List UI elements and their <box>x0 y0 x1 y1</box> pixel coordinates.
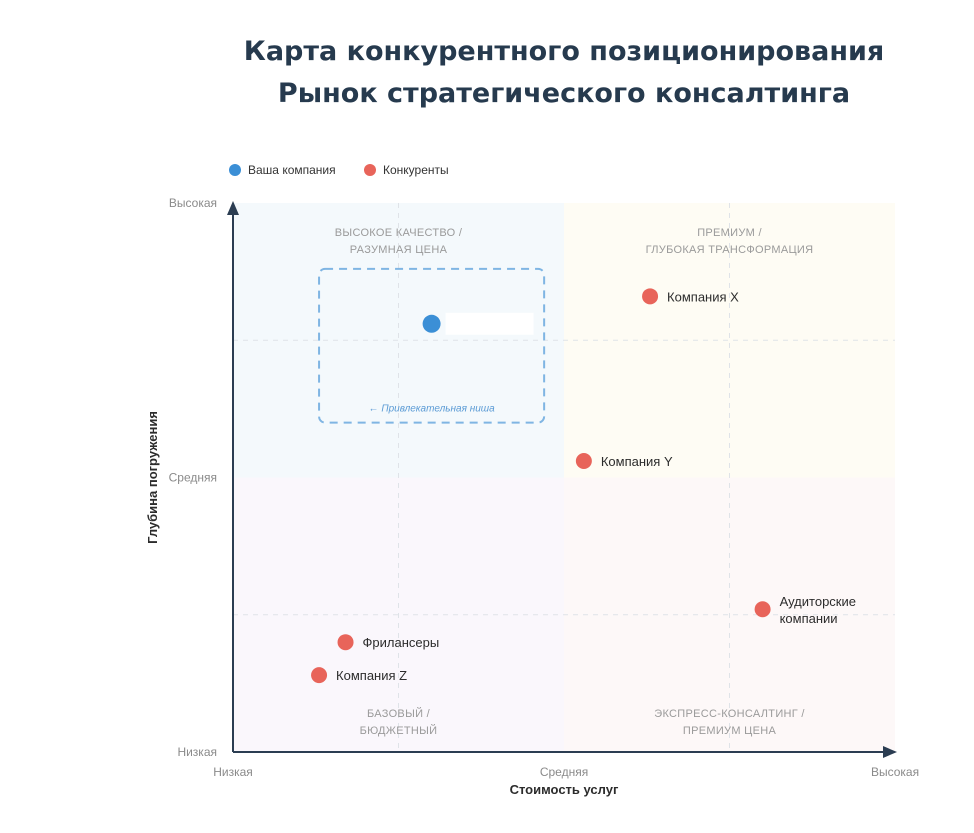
point-label: Компания Y <box>601 454 673 469</box>
legend: Ваша компания Конкуренты <box>229 163 449 177</box>
x-tick-label: Низкая <box>213 765 253 779</box>
competitor-point <box>575 453 592 470</box>
quadrant-backgrounds <box>233 203 895 752</box>
legend-label: Ваша компания <box>248 163 336 177</box>
y-tick-label: Высокая <box>169 196 217 210</box>
chart-title: Карта конкурентного позиционирования Рыно… <box>244 36 885 109</box>
point-label: компании <box>780 611 838 626</box>
niche-box <box>318 267 546 424</box>
y-tick-label: Средняя <box>169 471 217 485</box>
own-company-label-box <box>445 312 534 335</box>
x-tick-label: Высокая <box>871 765 919 779</box>
attractive-niche: ← Привлекательная ниша <box>318 267 546 424</box>
legend-marker <box>364 164 376 176</box>
competitor-point <box>337 634 354 651</box>
tick-labels: Низкая Средняя Высокая Низкая Средняя Высокая… <box>145 196 919 797</box>
x-tick-label: Средняя <box>540 765 588 779</box>
competitor-point <box>311 667 328 684</box>
quadrant-label-top-right: ГЛУБОКАЯ ТРАНСФОРМАЦИЯ <box>646 244 814 256</box>
competitor-point <box>754 601 771 618</box>
niche-label: ← Привлекательная ниша <box>369 404 496 415</box>
y-axis-arrow <box>227 201 239 215</box>
axes <box>227 201 897 758</box>
quadrant-top-right <box>564 203 895 478</box>
quadrant-label-bottom-right: ЭКСПРЕСС-КОНСАЛТИНГ / <box>654 708 805 720</box>
x-axis-title: Стоимость услуг <box>510 782 619 797</box>
chart-title-line: Карта конкурентного позиционирования <box>244 36 885 67</box>
x-axis-arrow <box>883 746 897 758</box>
y-tick-label: Низкая <box>177 745 217 759</box>
quadrant-labels: ВЫСОКОЕ КАЧЕСТВО / РАЗУМНАЯ ЦЕНА ПРЕМИУМ /… <box>335 227 814 737</box>
point-label: Аудиторские <box>780 594 856 609</box>
legend-marker <box>229 164 241 176</box>
point-label: Компания Z <box>336 668 407 683</box>
point-label: Компания X <box>667 289 739 304</box>
legend-label: Конкуренты <box>383 163 449 177</box>
quadrant-label-bottom-left: БЮДЖЕТНЫЙ <box>360 724 438 737</box>
competitor-point <box>642 288 659 305</box>
point-label: Фрилансеры <box>363 635 440 650</box>
quadrant-label-bottom-left: БАЗОВЫЙ / <box>367 707 431 720</box>
quadrant-label-top-left: ВЫСОКОЕ КАЧЕСТВО / <box>335 227 463 239</box>
quadrant-top-left <box>233 203 564 478</box>
chart-title-line: Рынок стратегического консалтинга <box>278 78 850 109</box>
y-axis-title: Глубина погружения <box>145 411 160 544</box>
data-points: Компания X Компания Y Аудиторские компании Ф… <box>311 288 856 684</box>
quadrant-label-top-right: ПРЕМИУМ / <box>697 227 762 239</box>
quadrant-label-top-left: РАЗУМНАЯ ЦЕНА <box>350 244 448 256</box>
own-company-point <box>422 314 441 333</box>
quadrant-label-bottom-right: ПРЕМИУМ ЦЕНА <box>683 725 777 737</box>
grid-lines <box>233 203 895 752</box>
